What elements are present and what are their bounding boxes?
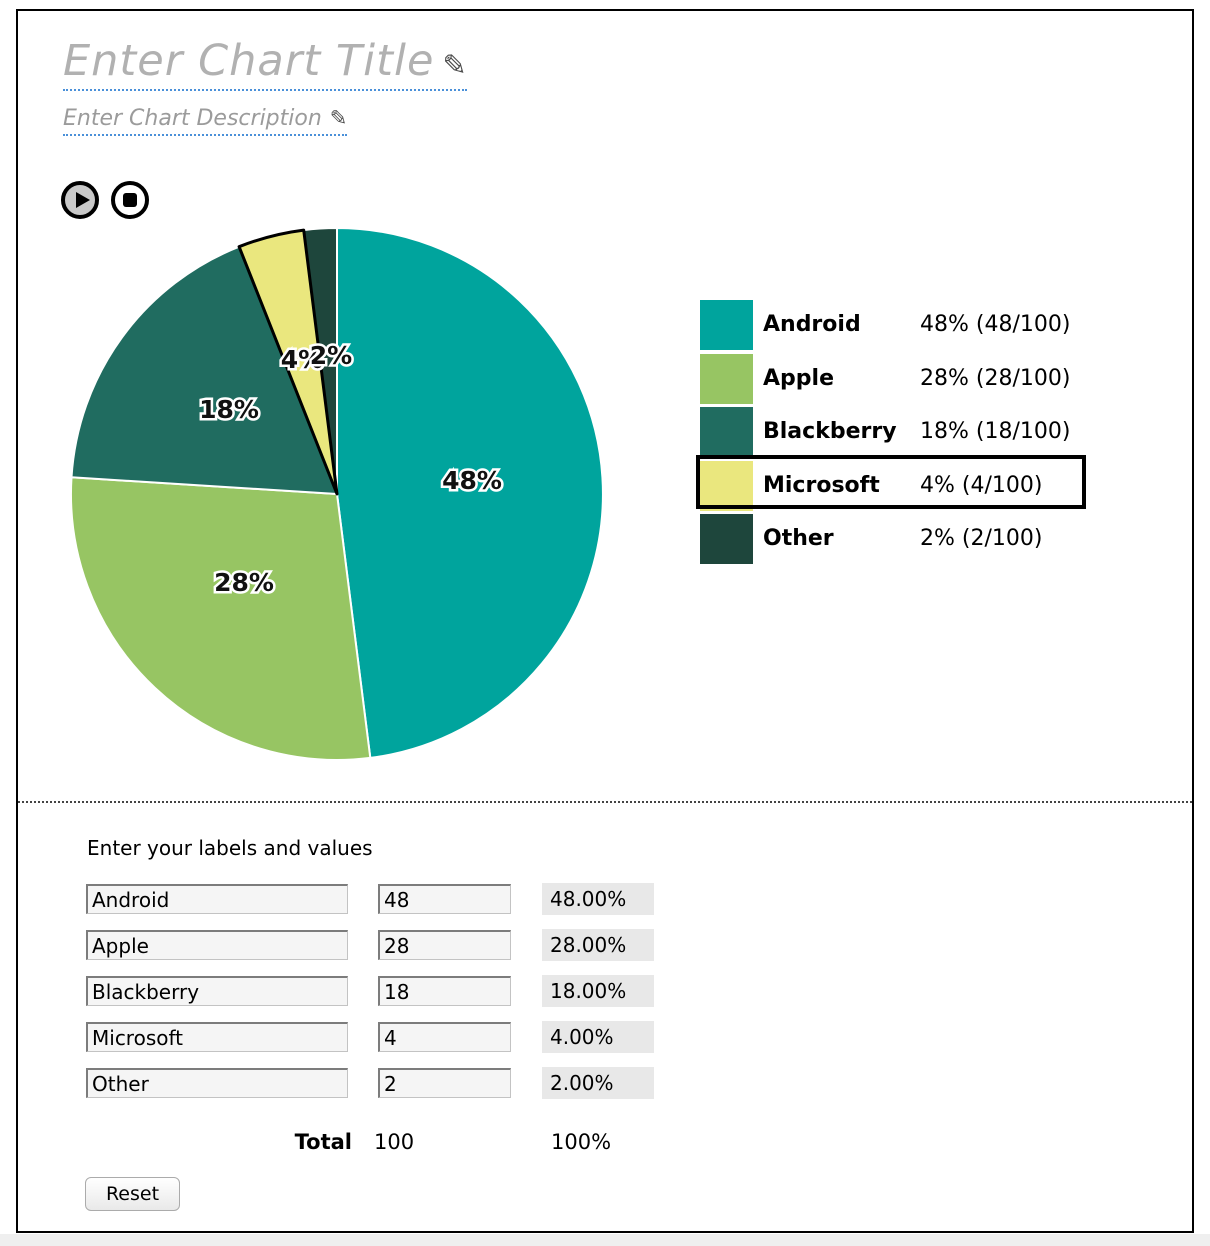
legend-item-blackberry[interactable]: Blackberry 18% (18/100) (763, 407, 1193, 457)
legend-value: 48% (48/100) (920, 312, 1071, 337)
label-input-android[interactable] (86, 884, 348, 914)
legend-item-apple[interactable]: Apple 28% (28/100) (763, 354, 1193, 404)
pie-label-other: 2% (310, 341, 352, 370)
pie-label-microsoft: 4% (281, 345, 323, 374)
pie-label-blackberry: 18% (199, 395, 259, 424)
label-input-other[interactable] (86, 1068, 348, 1098)
chart-title-field[interactable]: Enter Chart Title ✎ (63, 36, 467, 91)
legend-value: 18% (18/100) (920, 419, 1071, 444)
pie-slice-microsoft-selected[interactable] (237, 228, 339, 496)
pie-slice-android[interactable] (336, 227, 604, 759)
legend-swatch-blackberry (700, 407, 753, 457)
legend-value: 2% (2/100) (920, 526, 1043, 551)
pie-chart: 48% 28% 18% 4% 2% (69, 227, 604, 761)
value-input-other[interactable] (378, 1068, 511, 1098)
percent-cell-blackberry: 18.00% (542, 975, 654, 1007)
value-input-apple[interactable] (378, 930, 511, 960)
pie-slice-apple[interactable] (69, 476, 372, 761)
label-input-blackberry[interactable] (86, 976, 348, 1006)
section-separator (18, 801, 1192, 803)
legend-swatch-apple (700, 354, 753, 404)
chart-title-placeholder: Enter Chart Title (63, 36, 435, 86)
total-value: 100 (374, 1130, 415, 1154)
play-button[interactable] (61, 181, 99, 219)
legend-item-android[interactable]: Android 48% (48/100) (763, 300, 1193, 350)
percent-cell-other: 2.00% (542, 1067, 654, 1099)
stop-icon (123, 193, 137, 207)
legend-item-microsoft[interactable]: Microsoft 4% (4/100) (763, 461, 1193, 511)
label-input-apple[interactable] (86, 930, 348, 960)
legend-swatch-microsoft (700, 461, 753, 511)
edit-description-pencil-icon[interactable]: ✎ (329, 106, 348, 130)
legend-label: Other (763, 526, 834, 551)
pie-slice-blackberry[interactable] (70, 245, 338, 495)
pie-label-android: 48% (442, 466, 502, 495)
legend-value: 28% (28/100) (920, 366, 1071, 391)
value-input-blackberry[interactable] (378, 976, 511, 1006)
label-input-microsoft[interactable] (86, 1022, 348, 1052)
legend-swatch-other (700, 514, 753, 564)
legend-label: Microsoft (763, 473, 880, 498)
edit-title-pencil-icon[interactable]: ✎ (442, 48, 467, 82)
total-percent: 100% (551, 1130, 612, 1154)
value-input-microsoft[interactable] (378, 1022, 511, 1052)
chart-description-field[interactable]: Enter Chart Description ✎ (63, 106, 348, 136)
page-footer-strip (0, 1234, 1210, 1246)
legend-label: Android (763, 312, 861, 337)
legend-value: 4% (4/100) (920, 473, 1043, 498)
stop-button[interactable] (111, 181, 149, 219)
legend-item-other[interactable]: Other 2% (2/100) (763, 514, 1193, 564)
value-input-android[interactable] (378, 884, 511, 914)
percent-cell-apple: 28.00% (542, 929, 654, 961)
pie-label-apple: 28% (214, 568, 274, 597)
percent-cell-microsoft: 4.00% (542, 1021, 654, 1053)
data-entry-heading: Enter your labels and values (87, 836, 373, 860)
reset-button[interactable]: Reset (85, 1177, 180, 1211)
legend-label: Blackberry (763, 419, 897, 444)
percent-cell-android: 48.00% (542, 883, 654, 915)
play-icon (76, 192, 90, 208)
legend-swatch-android (700, 300, 753, 350)
legend-label: Apple (763, 366, 834, 391)
chart-description-placeholder: Enter Chart Description (63, 106, 322, 131)
total-label: Total (294, 1130, 352, 1154)
